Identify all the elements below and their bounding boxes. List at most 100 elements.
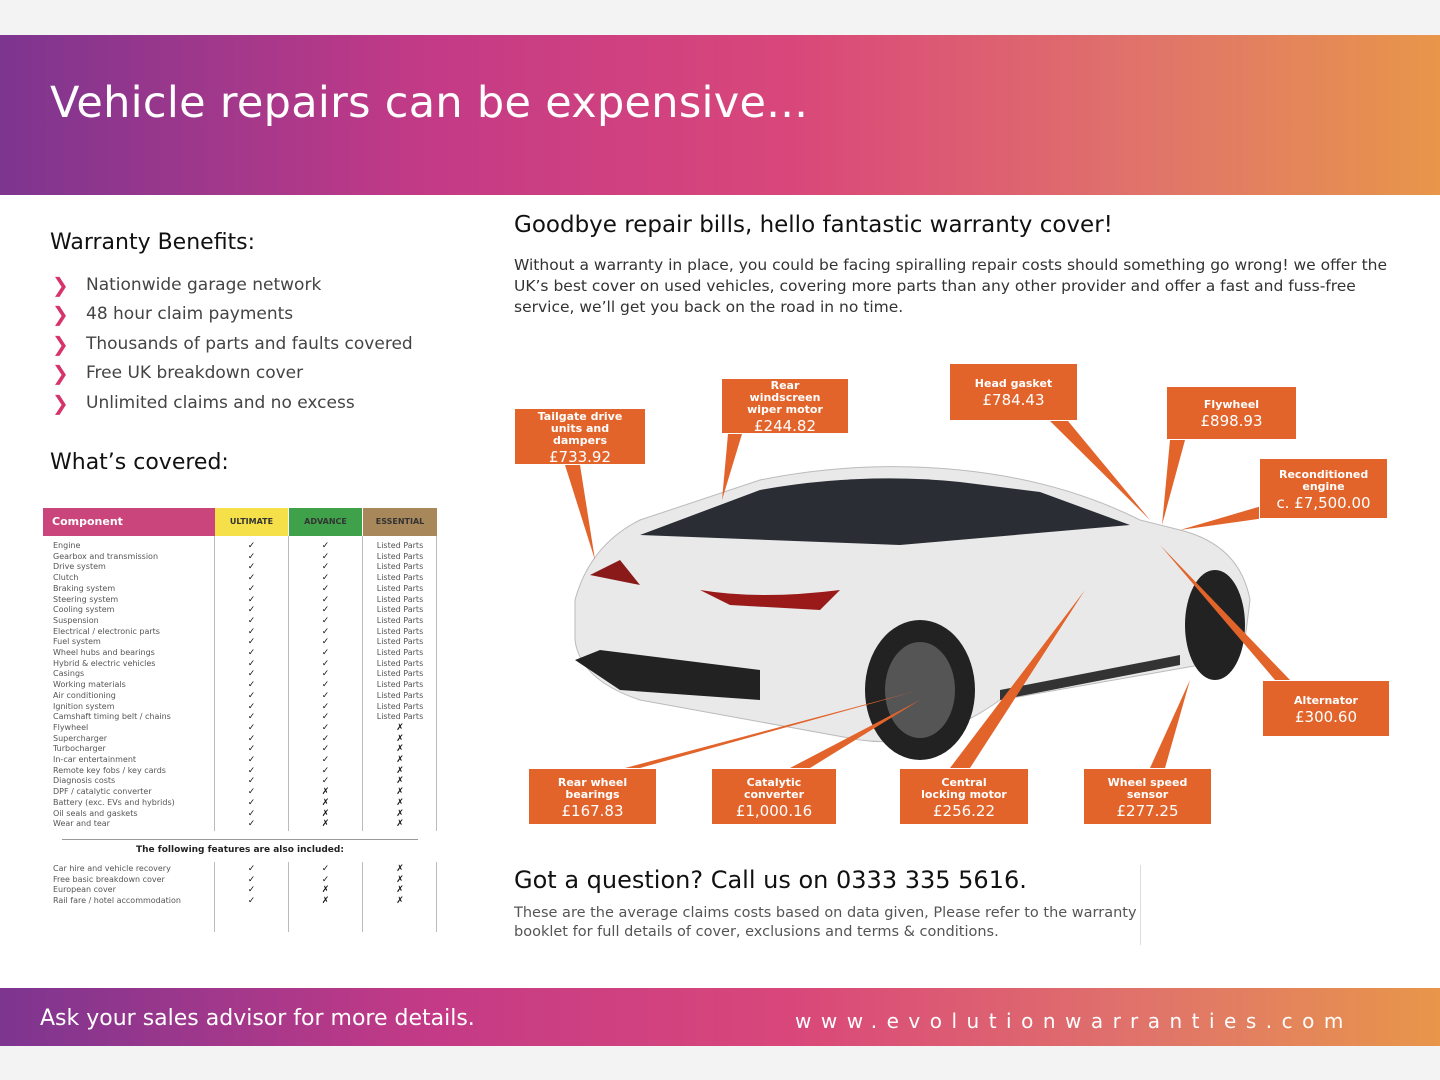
table-cell: Rail fare / hotel accommodation [53, 896, 181, 906]
cost-callout: Alternator £300.60 [1262, 680, 1390, 737]
table-cell: Listed Parts [376, 615, 424, 625]
table-cell: ✓ [321, 605, 330, 616]
callout-price: £733.92 [548, 447, 612, 466]
table-cell: ✗ [321, 808, 330, 819]
table-cell: Braking system [53, 583, 116, 593]
table-cell: ✓ [321, 755, 330, 765]
main-body: Without a warranty in place, you could b… [514, 256, 1388, 316]
table-cell: ✗ [396, 874, 404, 885]
table-cell: Diagnosis costs [53, 776, 116, 786]
main-title: Goodbye repair bills, hello fantastic wa… [514, 212, 1113, 238]
column-divider [214, 862, 215, 932]
table-cell: Air conditioning [53, 690, 116, 700]
table-cell: Listed Parts [376, 551, 424, 561]
table-cell: ✗ [396, 885, 404, 896]
table-cell: ✗ [396, 744, 404, 755]
table-cell: ✗ [321, 819, 330, 830]
cost-callout: Wheel speed sensor £277.25 [1083, 768, 1212, 825]
table-cell: ✓ [247, 744, 256, 755]
question-title: Got a question? Call us on 0333 335 5616… [514, 866, 1027, 894]
table-cell: ✗ [396, 722, 404, 733]
cost-callout: Flywheel £898.93 [1166, 386, 1297, 440]
table-cell: Listed Parts [376, 626, 424, 636]
table-cell: Wear and tear [53, 819, 110, 829]
table-cell: ✗ [396, 776, 404, 787]
callout-price: c. £7,500.00 [1276, 493, 1371, 512]
callout-price: £898.93 [1200, 412, 1263, 430]
table-cell: ✓ [321, 573, 330, 584]
table-cell: ✓ [247, 797, 256, 808]
callout-price: £277.25 [1116, 801, 1179, 820]
chevron-right-icon: ❯ [52, 302, 69, 327]
divider [62, 839, 418, 840]
table-cell: ✓ [321, 648, 330, 658]
table-cell: Listed Parts [376, 637, 424, 647]
benefit-label: Unlimited claims and no excess [86, 392, 355, 413]
table-cell: ✓ [247, 658, 256, 669]
divider [1140, 865, 1141, 945]
table-cell: Wheel hubs and bearings [53, 648, 155, 657]
benefits-list: ❯ Nationwide garage network ❯ 48 hour claim… [52, 270, 413, 418]
table-cell: ✓ [321, 594, 330, 605]
benefits-title: Warranty Benefits: [50, 230, 256, 255]
table-cell: ✓ [247, 541, 256, 551]
callout-label: Catalytic converter [743, 775, 805, 801]
table-cell: ✓ [321, 765, 330, 776]
table-cell: ✓ [247, 733, 256, 744]
table-cell: Listed Parts [376, 594, 424, 604]
column-divider [288, 536, 289, 831]
table-cell: ✓ [247, 605, 256, 616]
chevron-right-icon: ❯ [52, 361, 69, 386]
table-cell: ✓ [247, 874, 256, 885]
table-cell: ✓ [247, 583, 256, 594]
callout-price: £784.43 [982, 391, 1045, 409]
table-cell: Listed Parts [376, 583, 424, 593]
table-cell: ✗ [321, 896, 330, 907]
benefit-item: ❯ Free UK breakdown cover [52, 359, 413, 389]
table-cell: ✓ [247, 864, 256, 874]
cost-callout: Reconditioned engine c. £7,500.00 [1259, 458, 1388, 519]
table-cell: ✓ [321, 669, 330, 680]
footer-website[interactable]: www.evolutionwarranties.com [795, 1009, 1353, 1033]
table-cell: ✓ [321, 615, 330, 626]
table-cell: Cooling system [53, 605, 115, 615]
benefit-label: Nationwide garage network [86, 274, 322, 295]
table-cell: ✓ [247, 669, 256, 680]
table-cell: Listed Parts [376, 701, 424, 711]
table-cell: Clutch [53, 573, 79, 583]
table-cell: Listed Parts [376, 658, 424, 668]
benefit-label: Thousands of parts and faults covered [86, 333, 413, 354]
table-cell: Listed Parts [376, 562, 424, 572]
page-title: Vehicle repairs can be expensive... [50, 78, 809, 128]
table-cell: ✗ [321, 885, 330, 896]
table-cell: Suspension [53, 615, 99, 625]
table-cell: ✗ [396, 896, 404, 907]
table-cell: Steering system [53, 594, 119, 604]
table-cell: ✓ [247, 787, 256, 798]
callout-label: Reconditioned engine [1279, 467, 1369, 493]
table-cell: ✓ [321, 637, 330, 648]
table-cell: ✗ [321, 787, 330, 798]
callout-label: Rear windscreen wiper motor [747, 379, 823, 416]
table-cell: Camshaft timing belt / chains [53, 712, 171, 722]
table-cell: Engine [53, 541, 81, 550]
table-cell: ✓ [321, 562, 330, 573]
table-cell: ✗ [396, 733, 404, 744]
callout-label: Alternator [1294, 693, 1358, 707]
table-cell: ✓ [247, 680, 256, 691]
table-cell: Turbocharger [53, 744, 106, 754]
table-cell: Electrical / electronic parts [53, 626, 160, 636]
table-cell: Listed Parts [376, 605, 424, 615]
callout-price: £256.22 [932, 801, 996, 820]
cost-callout: Rear wheel bearings £167.83 [528, 768, 657, 825]
table-cell: ✓ [247, 712, 256, 723]
table-cell: Listed Parts [376, 690, 424, 700]
table-cell: DPF / catalytic converter [53, 787, 152, 797]
cost-callout: Tailgate drive units and dampers £733.92 [514, 408, 646, 465]
column-divider [362, 536, 363, 831]
footer-cta: Ask your sales advisor for more details. [40, 1006, 475, 1031]
table-cell: Oil seals and gaskets [53, 808, 138, 818]
cost-callout: Catalytic converter £1,000.16 [711, 768, 837, 825]
column-header: Component [43, 508, 215, 536]
chevron-right-icon: ❯ [52, 331, 69, 356]
